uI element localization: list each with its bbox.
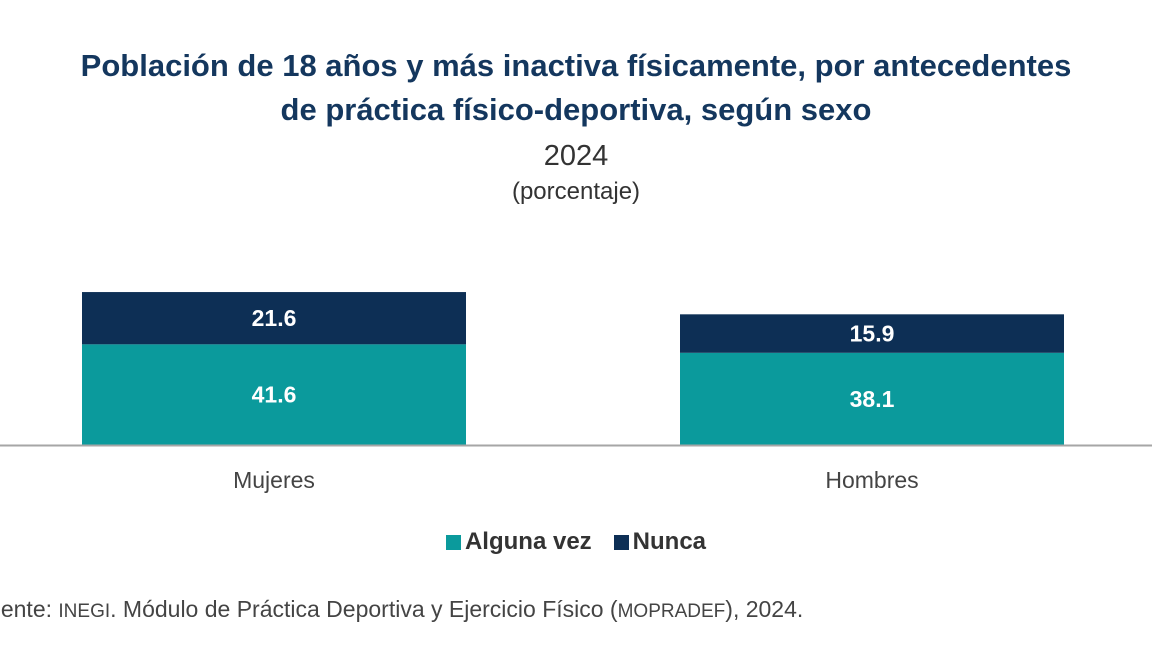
data-label: 41.6 xyxy=(252,382,297,408)
legend-label: Alguna vez xyxy=(464,528,592,555)
legend: Alguna vez Nunca xyxy=(0,528,1152,556)
legend-swatch-nunca xyxy=(613,534,629,550)
source-text: . Módulo de Práctica Deportiva y Ejercic… xyxy=(110,596,618,622)
legend-item-nunca: Nunca xyxy=(613,528,707,556)
source-note: Fuente: INEGI. Módulo de Práctica Deport… xyxy=(0,596,803,623)
chart-year: 2024 xyxy=(543,140,609,172)
source-prefix: Fuente: xyxy=(0,596,52,622)
legend-label: Nunca xyxy=(632,528,707,555)
legend-item-alguna-vez: Alguna vez xyxy=(445,528,592,556)
bar-mujeres-nunca xyxy=(82,292,466,345)
chart-title-line-1: Población de 18 años y más inactiva físi… xyxy=(80,48,1072,83)
data-label: 38.1 xyxy=(850,386,895,412)
legend-swatch-alguna-vez xyxy=(445,534,461,550)
source-end: ), 2024. xyxy=(725,596,804,622)
x-tick-label: Mujeres xyxy=(233,467,315,493)
bar-mujeres-alguna-vez xyxy=(82,344,466,445)
bar-hombres-alguna-vez xyxy=(680,352,1064,445)
data-label: 15.9 xyxy=(850,321,895,347)
x-tick-label: Hombres xyxy=(825,467,918,493)
source-org: INEGI xyxy=(58,601,111,622)
chart-title-line-2: de práctica físico-deportiva, según sexo xyxy=(280,92,872,127)
data-label: 21.6 xyxy=(252,305,297,331)
bar-hombres-nunca xyxy=(680,314,1064,353)
source-abbr: MOPRADEF xyxy=(617,601,726,622)
stacked-bar-chart: 41.6 21.6 Mujeres 38.1 15.9 Hombres xyxy=(0,292,1152,493)
chart-unit: (porcentaje) xyxy=(511,178,641,205)
